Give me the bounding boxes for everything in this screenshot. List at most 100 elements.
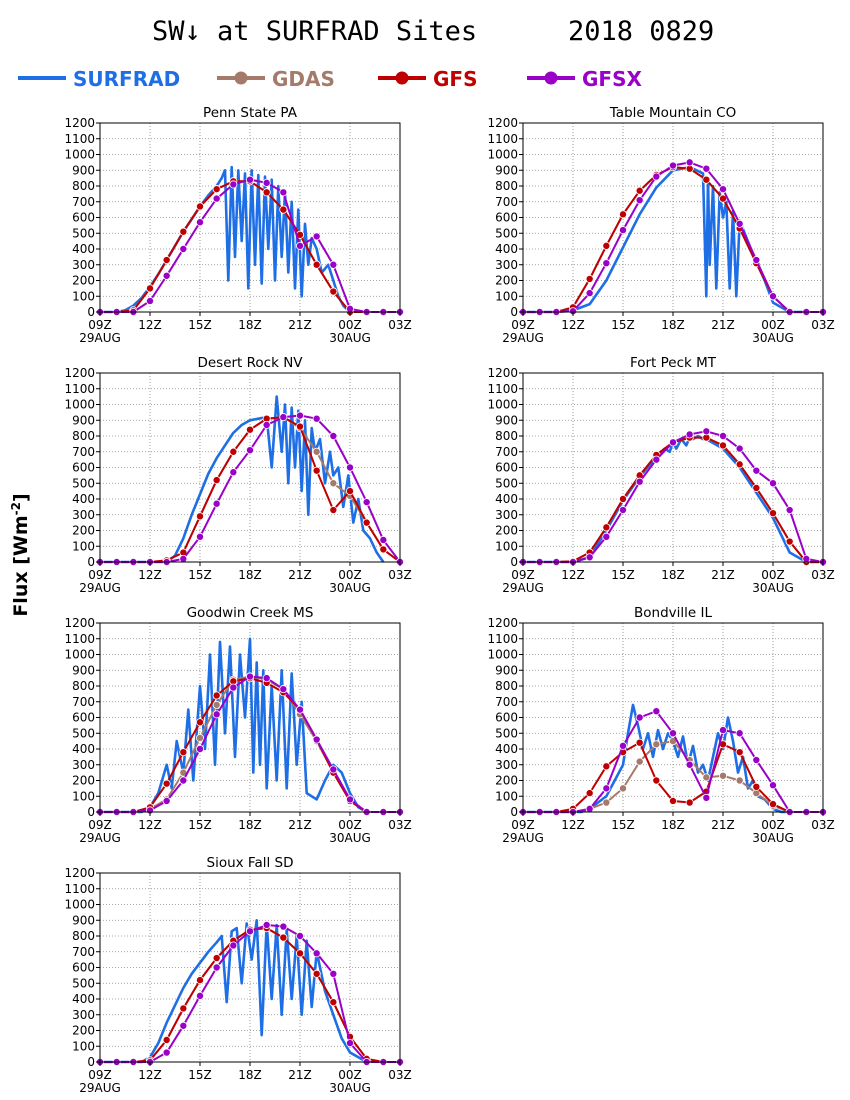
point-gfsx xyxy=(345,304,354,313)
y-tick-label: 0 xyxy=(510,805,518,819)
y-tick-label: 500 xyxy=(72,976,95,990)
date-label: 29AUG xyxy=(79,331,121,345)
point-gfs xyxy=(145,284,154,293)
date-label: 29AUG xyxy=(79,581,121,595)
panel-title: Desert Rock NV xyxy=(197,355,303,371)
point-gfs xyxy=(652,776,661,785)
figure-title: SW↓ at SURFRAD Sites xyxy=(152,16,477,47)
y-tick-label: 1200 xyxy=(487,116,518,130)
y-tick-label: 900 xyxy=(72,913,95,927)
y-tick-label: 1100 xyxy=(487,382,518,396)
date-label: 29AUG xyxy=(79,831,121,845)
y-tick-label: 900 xyxy=(72,663,95,677)
point-gfsx xyxy=(245,672,254,681)
y-tick-label: 700 xyxy=(495,195,518,209)
y-tick-label: 1000 xyxy=(64,398,95,412)
x-tick-label: 15Z xyxy=(188,818,212,832)
point-gfsx xyxy=(685,430,694,439)
y-tick-label: 500 xyxy=(72,726,95,740)
point-gfsx xyxy=(702,164,711,173)
y-tick-label: 700 xyxy=(495,695,518,709)
y-tick-label: 100 xyxy=(72,789,95,803)
point-gfsx xyxy=(212,963,221,972)
series-line-gdas xyxy=(100,416,401,563)
y-tick-label: 900 xyxy=(495,163,518,177)
point-gfs xyxy=(279,205,288,214)
point-gfs xyxy=(179,1004,188,1013)
y-tick-label: 700 xyxy=(495,445,518,459)
point-gfsx xyxy=(585,289,594,298)
point-gfsx xyxy=(279,685,288,694)
point-gdas xyxy=(312,447,321,456)
x-tick-label: 03Z xyxy=(811,318,835,332)
point-gfs xyxy=(752,483,761,492)
x-tick-label: 15Z xyxy=(611,568,635,582)
x-tick-label: 18Z xyxy=(661,818,685,832)
point-gfsx xyxy=(619,741,628,750)
point-gfsx xyxy=(312,949,321,958)
point-gfsx xyxy=(752,466,761,475)
y-tick-label: 900 xyxy=(72,163,95,177)
point-gfsx xyxy=(345,1039,354,1048)
point-gfsx xyxy=(262,920,271,929)
y-tick-label: 300 xyxy=(495,258,518,272)
y-tick-label: 1200 xyxy=(487,366,518,380)
point-gfs xyxy=(602,762,611,771)
point-gfsx xyxy=(312,735,321,744)
y-tick-label: 1100 xyxy=(487,132,518,146)
point-gfsx xyxy=(702,427,711,436)
point-gfsx xyxy=(379,535,388,544)
y-tick-label: 100 xyxy=(72,289,95,303)
x-tick-label: 21Z xyxy=(711,318,735,332)
point-gfsx xyxy=(345,463,354,472)
y-tick-label: 900 xyxy=(495,413,518,427)
point-gfsx xyxy=(245,175,254,184)
y-axis-label: Flux [Wm-2] xyxy=(9,493,32,616)
point-gfs xyxy=(312,260,321,269)
point-gfsx xyxy=(245,927,254,936)
x-tick-label: 09Z xyxy=(88,318,112,332)
y-tick-label: 600 xyxy=(72,461,95,475)
point-gfs xyxy=(769,509,778,518)
point-gfs xyxy=(179,227,188,236)
y-tick-label: 400 xyxy=(495,492,518,506)
point-gfsx xyxy=(179,554,188,563)
y-tick-label: 700 xyxy=(72,445,95,459)
point-gdas xyxy=(719,771,728,780)
legend: SURFRAD GDAS GFS GFSX xyxy=(18,67,642,91)
x-tick-label: 03Z xyxy=(388,1068,412,1082)
x-tick-label: 18Z xyxy=(238,1068,262,1082)
point-gfs xyxy=(229,447,238,456)
point-gfsx xyxy=(635,477,644,486)
legend-label-gfsx: GFSX xyxy=(582,67,642,91)
point-gfsx xyxy=(262,420,271,429)
point-gfsx xyxy=(685,760,694,769)
panel-title: Bondville IL xyxy=(634,605,712,621)
x-tick-label: 12Z xyxy=(138,568,162,582)
y-tick-label: 1000 xyxy=(64,898,95,912)
y-tick-label: 0 xyxy=(510,305,518,319)
y-tick-label: 700 xyxy=(72,195,95,209)
y-tick-label: 100 xyxy=(72,539,95,553)
series-line-gfs xyxy=(523,166,823,313)
x-tick-label: 15Z xyxy=(188,1068,212,1082)
point-gfsx xyxy=(602,259,611,268)
point-gfs xyxy=(345,487,354,496)
y-tick-label: 800 xyxy=(495,179,518,193)
x-tick-label: 12Z xyxy=(561,568,585,582)
y-tick-label: 500 xyxy=(72,476,95,490)
y-tick-label: 600 xyxy=(72,211,95,225)
series-line-surfrad xyxy=(523,703,790,814)
point-gfsx xyxy=(195,532,204,541)
panel-title: Goodwin Creek MS xyxy=(187,605,314,621)
x-tick-label: 18Z xyxy=(238,318,262,332)
y-tick-label: 500 xyxy=(495,726,518,740)
x-tick-label: 21Z xyxy=(288,818,312,832)
point-gdas xyxy=(735,776,744,785)
y-tick-label: 400 xyxy=(72,492,95,506)
panel-title: Table Mountain CO xyxy=(609,105,736,121)
point-gfs xyxy=(195,976,204,985)
point-gfs xyxy=(212,185,221,194)
x-tick-label: 21Z xyxy=(288,568,312,582)
